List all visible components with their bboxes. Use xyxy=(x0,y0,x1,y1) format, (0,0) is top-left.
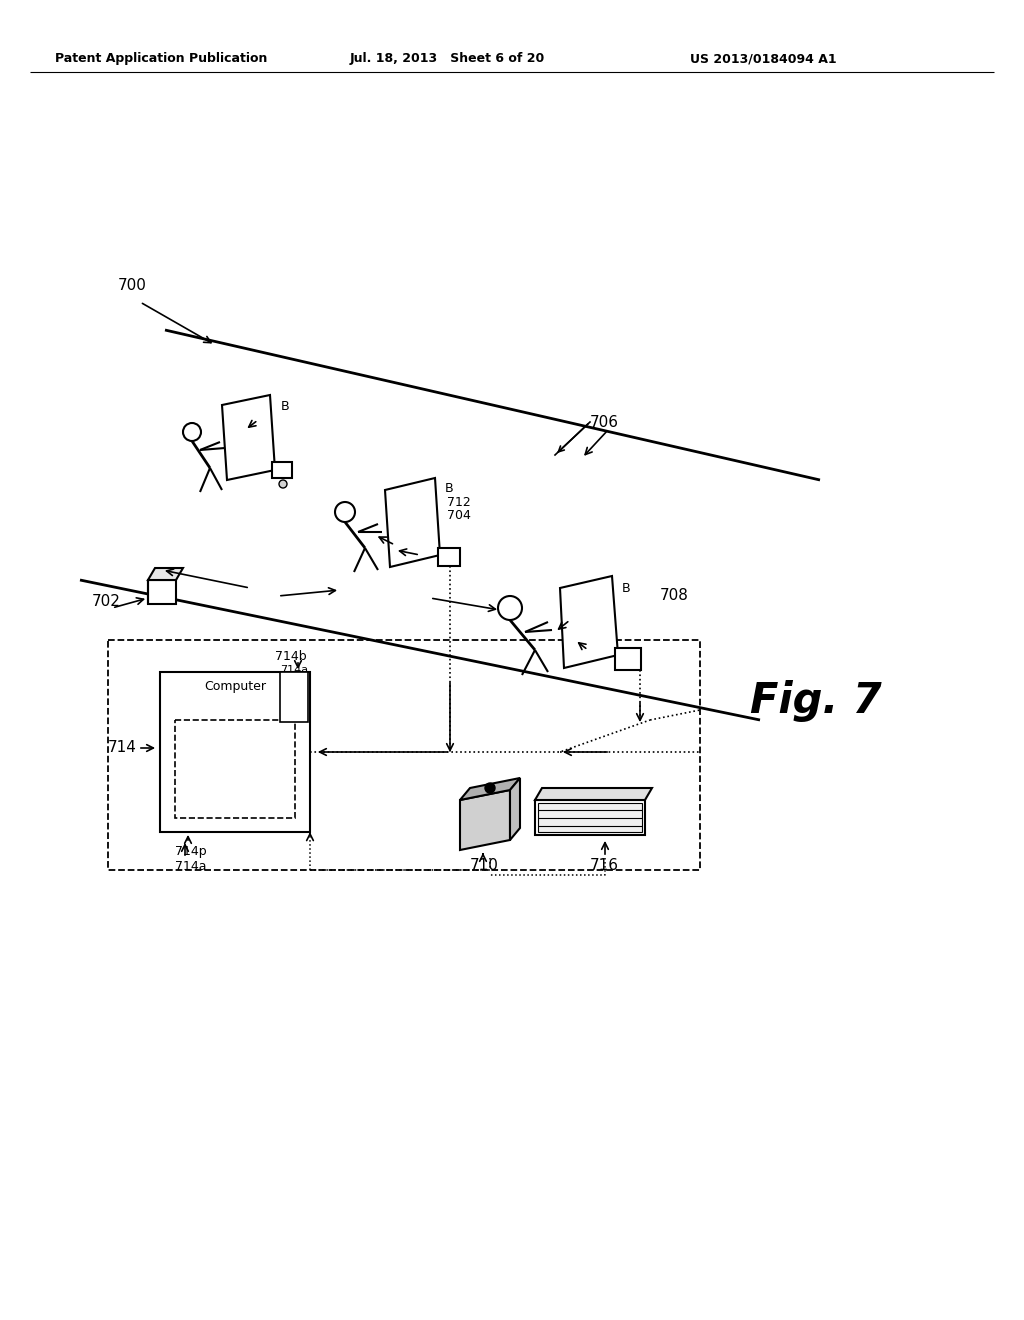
Text: 708: 708 xyxy=(660,587,689,603)
Polygon shape xyxy=(560,576,618,668)
Text: Patent Application Publication: Patent Application Publication xyxy=(55,51,267,65)
Bar xyxy=(175,719,295,818)
Bar xyxy=(438,548,460,566)
Bar xyxy=(160,672,310,832)
Bar xyxy=(280,672,308,722)
Text: B: B xyxy=(445,482,454,495)
Circle shape xyxy=(183,422,201,441)
Bar xyxy=(148,579,176,605)
Bar xyxy=(108,640,700,870)
Text: 714a: 714a xyxy=(175,861,207,873)
Text: 700: 700 xyxy=(118,279,146,293)
Circle shape xyxy=(498,597,522,620)
Circle shape xyxy=(335,502,355,521)
Text: Processing: Processing xyxy=(202,725,268,738)
Circle shape xyxy=(279,480,287,488)
Polygon shape xyxy=(385,478,440,568)
Text: 710: 710 xyxy=(470,858,499,873)
Polygon shape xyxy=(460,789,510,850)
Text: 712: 712 xyxy=(447,496,471,510)
Text: Fig. 7: Fig. 7 xyxy=(750,680,882,722)
Polygon shape xyxy=(460,777,520,800)
Bar xyxy=(538,803,642,832)
Text: Computer: Computer xyxy=(204,680,266,693)
Text: System: System xyxy=(212,738,258,751)
Text: 702: 702 xyxy=(92,594,121,609)
Text: Jul. 18, 2013   Sheet 6 of 20: Jul. 18, 2013 Sheet 6 of 20 xyxy=(350,51,545,65)
Text: 716: 716 xyxy=(590,858,618,873)
Bar xyxy=(272,462,292,478)
Text: 714: 714 xyxy=(108,741,137,755)
Polygon shape xyxy=(222,395,275,480)
Text: B: B xyxy=(622,582,631,595)
Polygon shape xyxy=(535,788,652,800)
Text: 714b: 714b xyxy=(275,649,306,663)
Circle shape xyxy=(485,783,495,793)
Polygon shape xyxy=(148,568,183,579)
Bar xyxy=(615,648,641,671)
Text: B: B xyxy=(281,400,290,413)
Bar xyxy=(535,800,645,836)
Text: 714a: 714a xyxy=(280,665,308,675)
Text: 704: 704 xyxy=(447,510,471,521)
Text: 706: 706 xyxy=(590,414,618,430)
Polygon shape xyxy=(510,777,520,840)
Text: 714p: 714p xyxy=(175,845,207,858)
Text: US 2013/0184094 A1: US 2013/0184094 A1 xyxy=(690,51,837,65)
